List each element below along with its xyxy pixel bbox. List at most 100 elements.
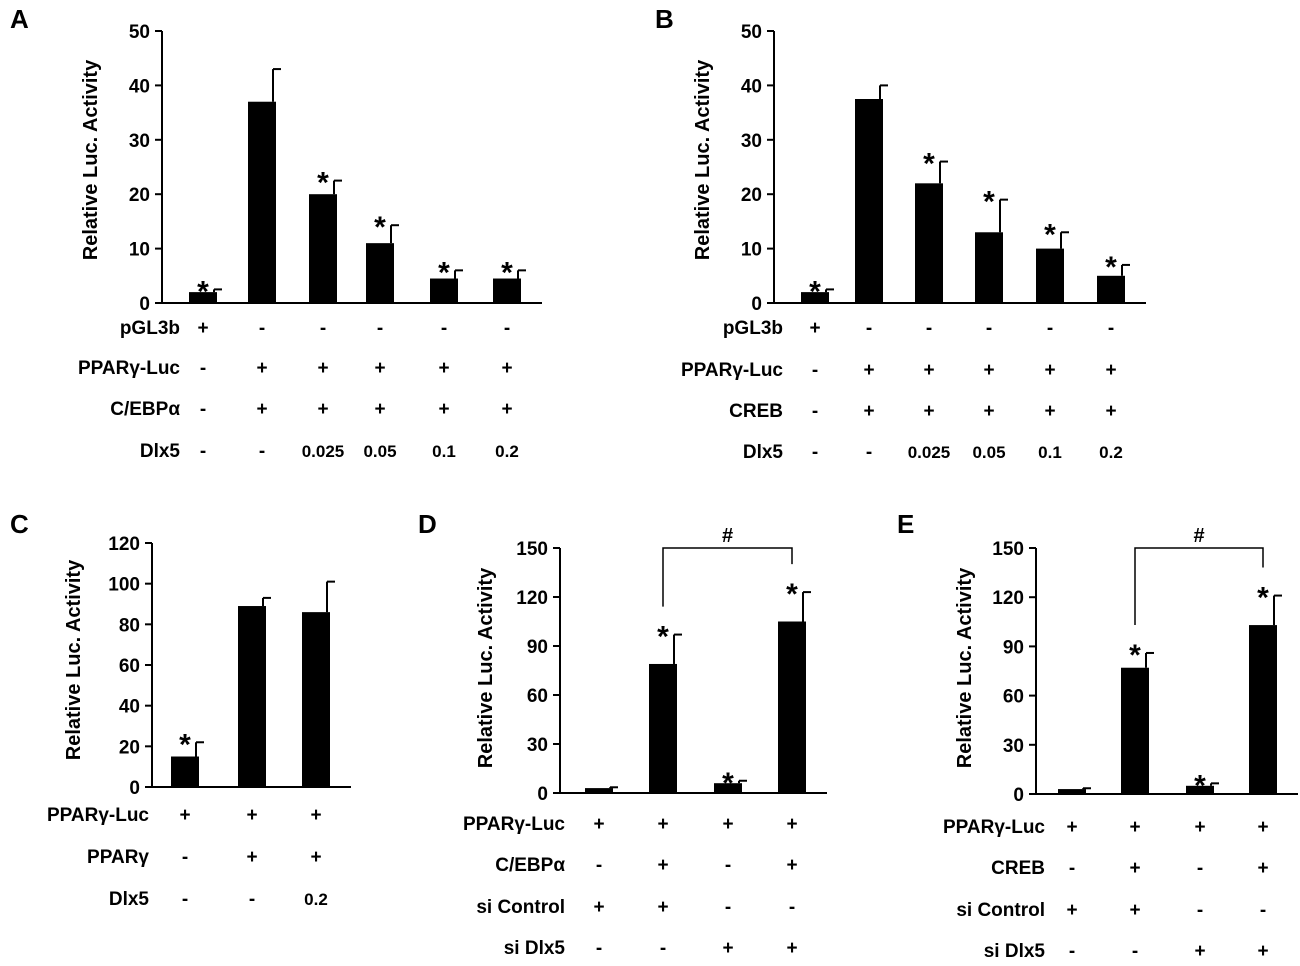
condition-cell: + [1257,858,1268,879]
condition-cell: + [256,358,267,379]
y-tick-label: 30 [527,735,548,756]
comparison-bracket [662,547,793,607]
y-tick-label: 100 [108,575,140,596]
y-tick-label: 0 [751,294,762,315]
y-tick-label: 20 [129,185,150,206]
y-tick-label: 120 [992,588,1024,609]
condition-cell: + [310,805,321,826]
condition-cell: + [593,897,604,918]
condition-cell: - [441,318,447,339]
condition-cell: - [1197,900,1203,921]
condition-row-label: pGL3b [723,318,783,339]
significance-marker: * [374,211,386,244]
condition-cell: + [438,399,449,420]
condition-cell: + [317,358,328,379]
y-tick-label: 90 [527,637,548,658]
bar [585,788,613,793]
panel-letter: B [655,4,674,34]
y-tick-label: 50 [741,22,762,43]
condition-row-label: CREB [729,401,783,422]
y-tick-label: 90 [1003,637,1024,658]
condition-cell: + [1257,941,1268,962]
bar [493,278,521,303]
y-tick-label: 40 [741,76,762,97]
condition-cell: + [1066,900,1077,921]
condition-cell: + [1044,401,1055,422]
condition-cell: - [1197,858,1203,879]
condition-cell: + [983,401,994,422]
bar [1058,789,1086,794]
condition-cell: + [786,814,797,835]
condition-cell: - [1108,318,1114,339]
significance-marker: * [657,621,669,654]
condition-cell: + [179,805,190,826]
y-tick-label: 30 [741,131,762,152]
condition-row-label: si Control [956,900,1045,921]
condition-row-label: PPARγ-Luc [47,805,149,826]
condition-cell: - [200,358,206,379]
y-tick-label: 0 [139,294,150,315]
condition-cell: + [786,938,797,959]
significance-marker: * [1044,218,1056,251]
panel-a: A Relative Luc. Activity 0 10 20 30 40 50 * * * * * p… [10,4,542,462]
y-tick-label: 0 [1013,785,1024,806]
condition-cell: 0.2 [1099,443,1123,462]
condition-cell: - [377,318,383,339]
y-tick-label: 60 [527,686,548,707]
condition-cell: + [1129,900,1140,921]
significance-marker: * [197,275,209,308]
condition-cell: + [923,360,934,381]
panel-letter: C [10,509,29,539]
y-axis-label: Relative Luc. Activity [475,567,497,768]
y-tick-label: 10 [741,240,762,261]
bar [309,194,337,303]
significance-marker: * [923,148,935,181]
condition-cell: + [1105,360,1116,381]
bar [248,101,276,303]
y-axis-label: Relative Luc. Activity [692,59,714,260]
condition-cell: - [320,318,326,339]
condition-cell: + [246,805,257,826]
bracket-label: # [722,525,733,547]
y-tick-label: 30 [1003,736,1024,757]
y-tick-label: 40 [119,697,140,718]
condition-cell: + [1066,817,1077,838]
condition-cell: + [593,814,604,835]
y-tick-label: 150 [516,539,548,560]
significance-marker: * [983,186,995,219]
condition-cell: - [866,318,872,339]
condition-row-label: si Dlx5 [504,938,566,959]
condition-cell: - [259,318,265,339]
condition-cell: + [657,855,668,876]
condition-cell: 0.1 [432,442,456,461]
condition-cell: - [1069,941,1075,962]
y-tick-label: 60 [119,656,140,677]
condition-row-label: Dlx5 [140,441,181,462]
condition-row-label: PPARγ-Luc [78,358,180,379]
condition-row-label: PPARγ-Luc [943,817,1045,838]
bar [649,663,677,793]
condition-cell: - [812,442,818,463]
condition-cell: - [200,441,206,462]
condition-row-label: si Control [476,897,565,918]
panel-letter: D [418,509,437,539]
condition-cell: + [923,401,934,422]
condition-row-label: PPARγ-Luc [681,360,783,381]
condition-row-label: PPARγ [87,847,149,868]
bar [1097,275,1125,303]
condition-row-label: si Dlx5 [984,941,1046,962]
panel-b: B Relative Luc. Activity 0 10 20 30 40 50 * * * * * p… [655,4,1146,463]
y-axis-label: Relative Luc. Activity [80,59,102,260]
bar [855,99,883,303]
significance-marker: * [1129,639,1141,672]
bar [238,606,266,787]
condition-cell: - [789,897,795,918]
significance-marker: * [438,256,450,289]
condition-cell: - [1132,941,1138,962]
condition-row-label: C/EBPα [495,855,565,876]
condition-cell: 0.025 [908,443,951,462]
bar [1121,667,1149,794]
condition-cell: - [182,847,188,868]
y-tick-label: 60 [1003,687,1024,708]
